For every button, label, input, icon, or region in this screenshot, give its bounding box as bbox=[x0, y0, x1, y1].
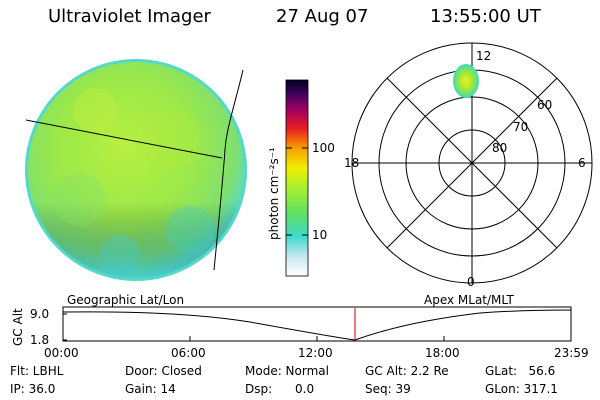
glat-readout: GLat: 56.6 bbox=[485, 364, 556, 378]
instrument-title: Ultraviolet Imager bbox=[48, 6, 211, 27]
mlt-label-18: 18 bbox=[344, 156, 359, 170]
colorbar: 100 10 photon cm⁻²s⁻¹ bbox=[267, 79, 335, 277]
colorbar-unit-label: photon cm⁻²s⁻¹ bbox=[267, 147, 281, 240]
mlt-label-0: 0 bbox=[467, 275, 475, 289]
door-readout: Door: Closed bbox=[125, 364, 202, 378]
y-tick-1-8: 1.8 bbox=[30, 333, 49, 347]
date-title: 27 Aug 07 bbox=[276, 6, 369, 27]
y-axis-label: GC Alt bbox=[11, 308, 25, 346]
earth-disk-image bbox=[25, 59, 247, 281]
colorbar-tick-100: 100 bbox=[312, 141, 335, 155]
ip-readout: IP: 36.0 bbox=[10, 382, 56, 396]
x-tick-0000: 00:00 bbox=[44, 346, 79, 360]
mode-readout: Mode: Normal bbox=[245, 364, 329, 378]
lat-label-70: 70 bbox=[513, 120, 528, 134]
dsp-readout: Dsp: 0.0 bbox=[245, 382, 315, 396]
filter-readout: Flt: LBHL bbox=[10, 364, 64, 378]
mlt-label-12: 12 bbox=[476, 49, 491, 63]
mlt-label-6: 6 bbox=[578, 156, 586, 170]
glon-readout: GLon: 317.1 bbox=[485, 382, 558, 396]
polar-mlt-plot: 12 0 18 6 60 70 80 bbox=[344, 42, 593, 289]
right-panel-title: Apex MLat/MLT bbox=[424, 293, 514, 307]
gc-alt-readout: GC Alt: 2.2 Re bbox=[365, 364, 449, 378]
time-title: 13:55:00 UT bbox=[430, 6, 541, 27]
x-tick-1800: 18:00 bbox=[425, 346, 460, 360]
lat-label-60: 60 bbox=[537, 98, 552, 112]
y-tick-9: 9.0 bbox=[30, 307, 49, 321]
seq-readout: Seq: 39 bbox=[365, 382, 411, 396]
auroral-emission-spot bbox=[453, 64, 479, 98]
left-panel-title: Geographic Lat/Lon bbox=[67, 293, 184, 307]
lat-label-80: 80 bbox=[492, 141, 507, 155]
x-tick-0600: 06:00 bbox=[171, 346, 206, 360]
orbit-altitude-panel: Geographic Lat/Lon Apex MLat/MLT GC Alt … bbox=[11, 293, 589, 360]
x-tick-2359: 23:59 bbox=[554, 346, 589, 360]
colorbar-tick-10: 10 bbox=[312, 228, 327, 242]
gain-readout: Gain: 14 bbox=[125, 382, 176, 396]
x-tick-1200: 12:00 bbox=[298, 346, 333, 360]
